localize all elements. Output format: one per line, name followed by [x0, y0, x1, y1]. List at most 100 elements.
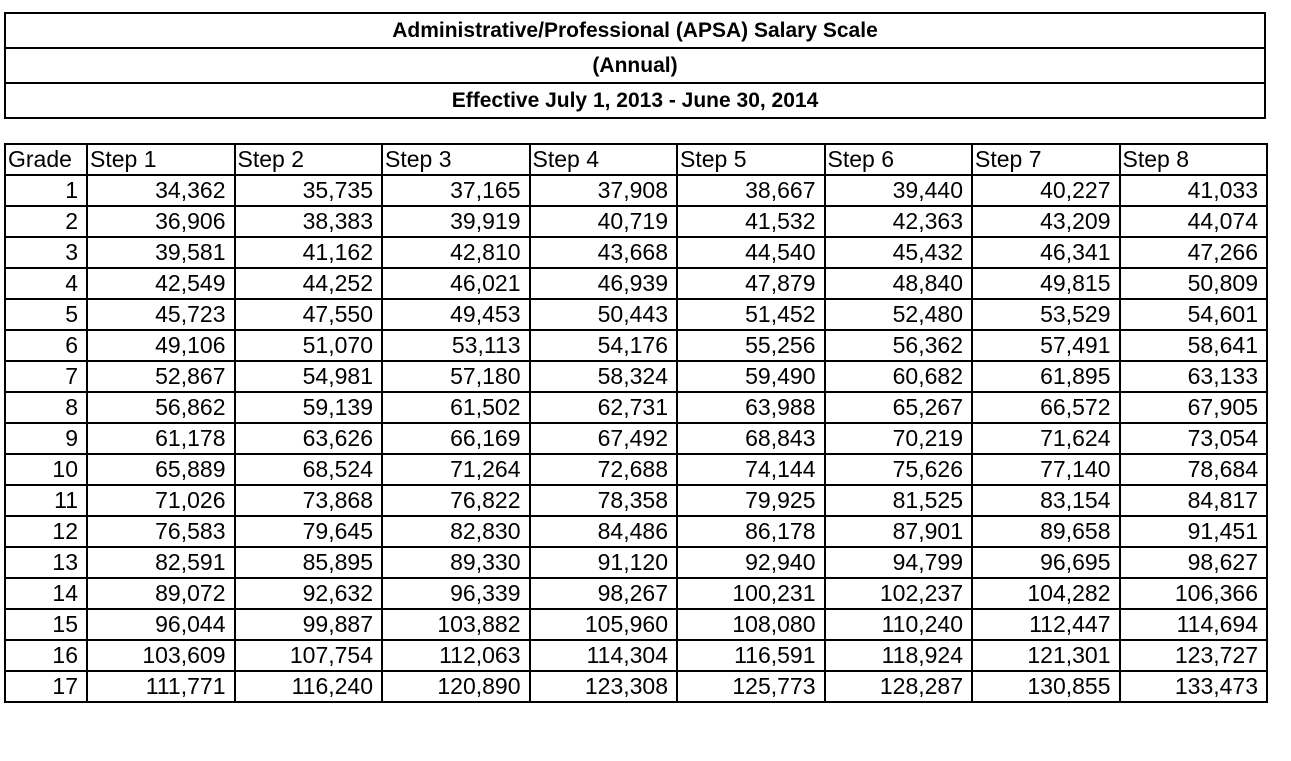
salary-cell: 82,591: [86, 546, 236, 579]
salary-cell: 37,908: [528, 174, 678, 207]
salary-cell: 96,044: [86, 608, 236, 641]
grade-cell: 3: [4, 236, 88, 269]
salary-cell: 36,906: [86, 205, 236, 238]
salary-cell: 76,583: [86, 515, 236, 548]
table-row: 11 71,026 73,868 76,822 78,358 79,925 81,525 83…: [4, 484, 1268, 517]
salary-cell: 75,626: [823, 453, 973, 486]
salary-cell: 57,491: [971, 329, 1121, 362]
salary-cell: 91,120: [528, 546, 678, 579]
salary-cell: 89,658: [971, 515, 1121, 548]
salary-cell: 39,919: [381, 205, 531, 238]
salary-cell: 106,366: [1118, 577, 1268, 610]
salary-cell: 61,178: [86, 422, 236, 455]
salary-cell: 41,162: [233, 236, 383, 269]
salary-cell: 62,731: [528, 391, 678, 424]
salary-cell: 78,684: [1118, 453, 1268, 486]
salary-cell: 56,862: [86, 391, 236, 424]
table-row: 17 111,771 116,240 120,890 123,308 125,773 128…: [4, 670, 1268, 703]
salary-cell: 70,219: [823, 422, 973, 455]
salary-cell: 85,895: [233, 546, 383, 579]
salary-cell: 123,727: [1118, 639, 1268, 672]
table-row: 2 36,906 38,383 39,919 40,719 41,532 42,363 43,…: [4, 205, 1268, 238]
table-row: 9 61,178 63,626 66,169 67,492 68,843 70,219 71,…: [4, 422, 1268, 455]
salary-cell: 123,308: [528, 670, 678, 703]
salary-cell: 96,695: [971, 546, 1121, 579]
salary-cell: 89,072: [86, 577, 236, 610]
salary-cell: 68,524: [233, 453, 383, 486]
salary-cell: 49,453: [381, 298, 531, 331]
salary-cell: 35,735: [233, 174, 383, 207]
salary-cell: 46,939: [528, 267, 678, 300]
grade-cell: 11: [4, 484, 88, 517]
salary-cell: 39,581: [86, 236, 236, 269]
salary-cell: 65,267: [823, 391, 973, 424]
salary-cell: 112,447: [971, 608, 1121, 641]
salary-cell: 42,363: [823, 205, 973, 238]
salary-cell: 47,266: [1118, 236, 1268, 269]
salary-cell: 60,682: [823, 360, 973, 393]
column-header-grade: Grade: [4, 143, 88, 176]
salary-cell: 63,626: [233, 422, 383, 455]
table-row: 13 82,591 85,895 89,330 91,120 92,940 94,799 96…: [4, 546, 1268, 579]
salary-cell: 54,981: [233, 360, 383, 393]
salary-cell: 89,330: [381, 546, 531, 579]
salary-cell: 46,341: [971, 236, 1121, 269]
grade-cell: 1: [4, 174, 88, 207]
salary-cell: 103,882: [381, 608, 531, 641]
salary-cell: 112,063: [381, 639, 531, 672]
salary-cell: 46,021: [381, 267, 531, 300]
salary-cell: 52,480: [823, 298, 973, 331]
column-header-step-4: Step 4: [528, 143, 678, 176]
salary-cell: 42,810: [381, 236, 531, 269]
salary-cell: 76,822: [381, 484, 531, 517]
salary-cell: 48,840: [823, 267, 973, 300]
salary-cell: 66,572: [971, 391, 1121, 424]
salary-cell: 67,492: [528, 422, 678, 455]
column-header-step-1: Step 1: [86, 143, 236, 176]
salary-cell: 100,231: [676, 577, 826, 610]
salary-table: Grade Step 1 Step 2 Step 3 Step 4 Step 5 Step …: [4, 143, 1268, 703]
grade-cell: 14: [4, 577, 88, 610]
grade-cell: 5: [4, 298, 88, 331]
salary-cell: 104,282: [971, 577, 1121, 610]
salary-cell: 71,026: [86, 484, 236, 517]
salary-cell: 66,169: [381, 422, 531, 455]
salary-cell: 43,668: [528, 236, 678, 269]
table-row: 5 45,723 47,550 49,453 50,443 51,452 52,480 53,…: [4, 298, 1268, 331]
salary-cell: 52,867: [86, 360, 236, 393]
salary-cell: 81,525: [823, 484, 973, 517]
salary-cell: 84,486: [528, 515, 678, 548]
table-row: 16 103,609 107,754 112,063 114,304 116,591 118…: [4, 639, 1268, 672]
salary-cell: 42,549: [86, 267, 236, 300]
page-subtitle: (Annual): [6, 47, 1264, 82]
salary-cell: 108,080: [676, 608, 826, 641]
grade-cell: 15: [4, 608, 88, 641]
salary-cell: 120,890: [381, 670, 531, 703]
column-header-step-2: Step 2: [233, 143, 383, 176]
effective-dates: Effective July 1, 2013 - June 30, 2014: [6, 82, 1264, 117]
salary-cell: 50,443: [528, 298, 678, 331]
salary-cell: 59,139: [233, 391, 383, 424]
table-row: 1 34,362 35,735 37,165 37,908 38,667 39,440 40,…: [4, 174, 1268, 207]
salary-cell: 133,473: [1118, 670, 1268, 703]
table-row: 10 65,889 68,524 71,264 72,688 74,144 75,626 77…: [4, 453, 1268, 486]
salary-cell: 103,609: [86, 639, 236, 672]
grade-cell: 2: [4, 205, 88, 238]
grade-cell: 13: [4, 546, 88, 579]
salary-cell: 68,843: [676, 422, 826, 455]
salary-cell: 41,033: [1118, 174, 1268, 207]
salary-cell: 47,550: [233, 298, 383, 331]
table-row: 7 52,867 54,981 57,180 58,324 59,490 60,682 61,…: [4, 360, 1268, 393]
salary-cell: 105,960: [528, 608, 678, 641]
salary-cell: 45,432: [823, 236, 973, 269]
salary-cell: 44,540: [676, 236, 826, 269]
salary-cell: 51,452: [676, 298, 826, 331]
salary-cell: 38,667: [676, 174, 826, 207]
salary-cell: 40,719: [528, 205, 678, 238]
salary-cell: 47,879: [676, 267, 826, 300]
salary-cell: 50,809: [1118, 267, 1268, 300]
salary-cell: 86,178: [676, 515, 826, 548]
salary-cell: 96,339: [381, 577, 531, 610]
salary-cell: 58,641: [1118, 329, 1268, 362]
salary-cell: 116,240: [233, 670, 383, 703]
